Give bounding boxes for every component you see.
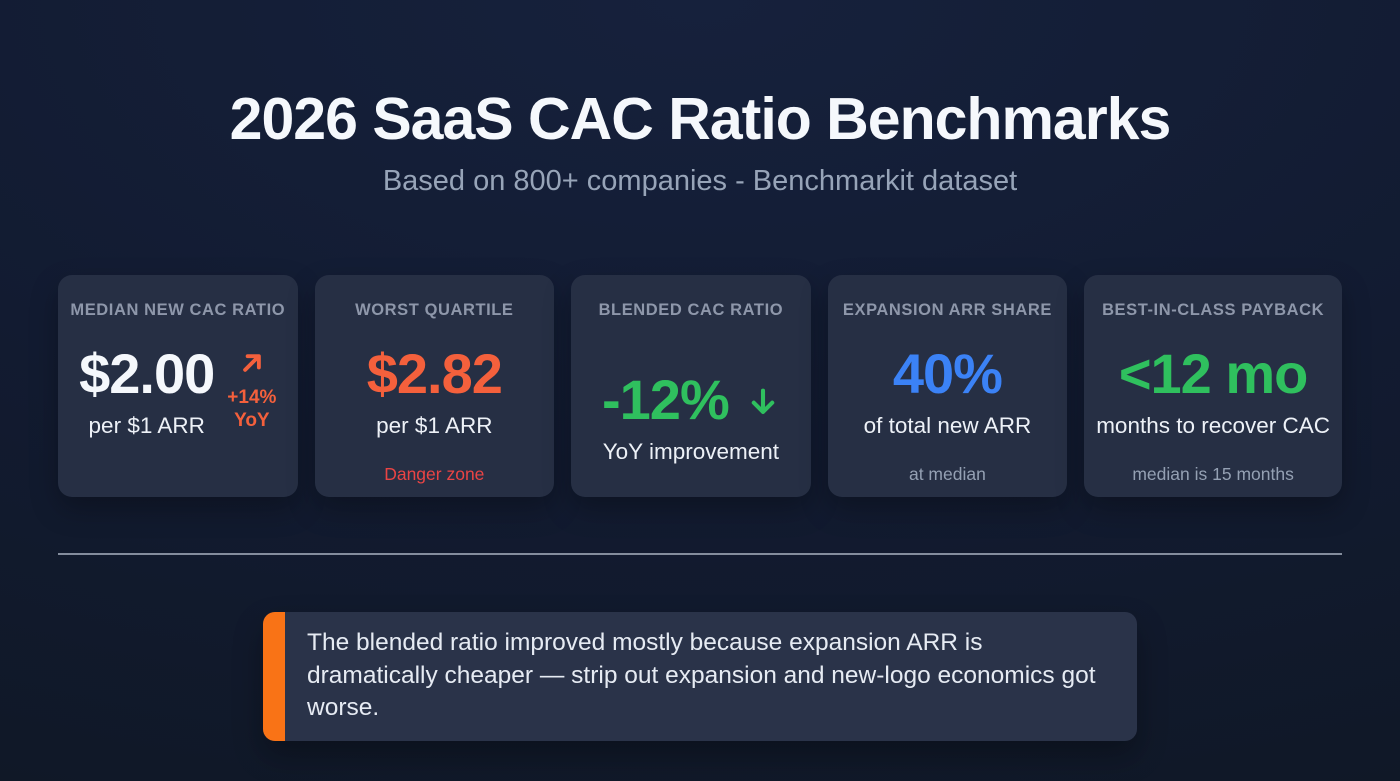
stat-value: $2.00: [79, 342, 215, 406]
stat-unit: per $1 ARR: [88, 413, 205, 439]
stat-footnote: at median: [908, 464, 986, 485]
stat-value: -12%: [602, 368, 730, 432]
header: 2026 SaaS CAC Ratio Benchmarks Based on …: [0, 0, 1400, 198]
trend-period: YoY: [234, 409, 270, 431]
card-value-group: $2.00 per $1 ARR +14% YoY: [79, 346, 276, 439]
stat-card-blended-cac-ratio: BLENDED CAC RATIO -12% YoY improvement: [571, 275, 811, 498]
stat-unit: YoY improvement: [602, 439, 780, 465]
stat-value: $2.82: [366, 342, 503, 406]
callout-text: The blended ratio improved mostly becaus…: [307, 629, 1096, 722]
insight-callout: The blended ratio improved mostly becaus…: [263, 612, 1137, 741]
stat-unit: per $1 ARR: [376, 413, 493, 439]
stat-unit: months to recover CAC: [1096, 413, 1331, 439]
stat-cards-row: MEDIAN NEW CAC RATIO $2.00 per $1 ARR +1…: [58, 275, 1343, 498]
stat-value: <12 mo: [1118, 342, 1309, 406]
card-label: WORST QUARTILE: [355, 301, 514, 320]
trend-value: +14%: [227, 387, 277, 409]
card-label: BEST-IN-CLASS PAYBACK: [1102, 301, 1325, 320]
stat-card-median-new-cac-ratio: MEDIAN NEW CAC RATIO $2.00 per $1 ARR +1…: [58, 275, 298, 498]
arrow-down-icon: [751, 388, 774, 414]
stat-card-worst-quartile: WORST QUARTILE $2.82 per $1 ARR Danger z…: [314, 275, 555, 498]
card-label: EXPANSION ARR SHARE: [842, 301, 1052, 320]
arrow-up-right-icon: [243, 354, 261, 372]
stat-footnote: median is 15 months: [1132, 464, 1294, 485]
section-divider: [58, 553, 1342, 556]
callout-accent-bar: [263, 612, 285, 741]
card-label: BLENDED CAC RATIO: [598, 301, 784, 320]
stat-footnote: Danger zone: [384, 464, 485, 485]
card-value-group: -12%: [602, 372, 780, 428]
cac-benchmarks-dashboard: 2026 SaaS CAC Ratio Benchmarks Based on …: [0, 0, 1400, 741]
card-label: MEDIAN NEW CAC RATIO: [70, 301, 286, 320]
trend-indicator: +14% YoY: [227, 348, 276, 433]
stat-card-expansion-arr-share: EXPANSION ARR SHARE 40% of total new ARR…: [827, 275, 1068, 498]
page-title: 2026 SaaS CAC Ratio Benchmarks: [229, 86, 1172, 152]
stat-value: 40%: [892, 342, 1003, 406]
stat-unit: of total new ARR: [863, 413, 1032, 439]
stat-card-best-in-class-payback: BEST-IN-CLASS PAYBACK <12 mo months to r…: [1084, 275, 1343, 498]
page-subtitle: Based on 800+ companies - Benchmarkit da…: [382, 165, 1018, 198]
